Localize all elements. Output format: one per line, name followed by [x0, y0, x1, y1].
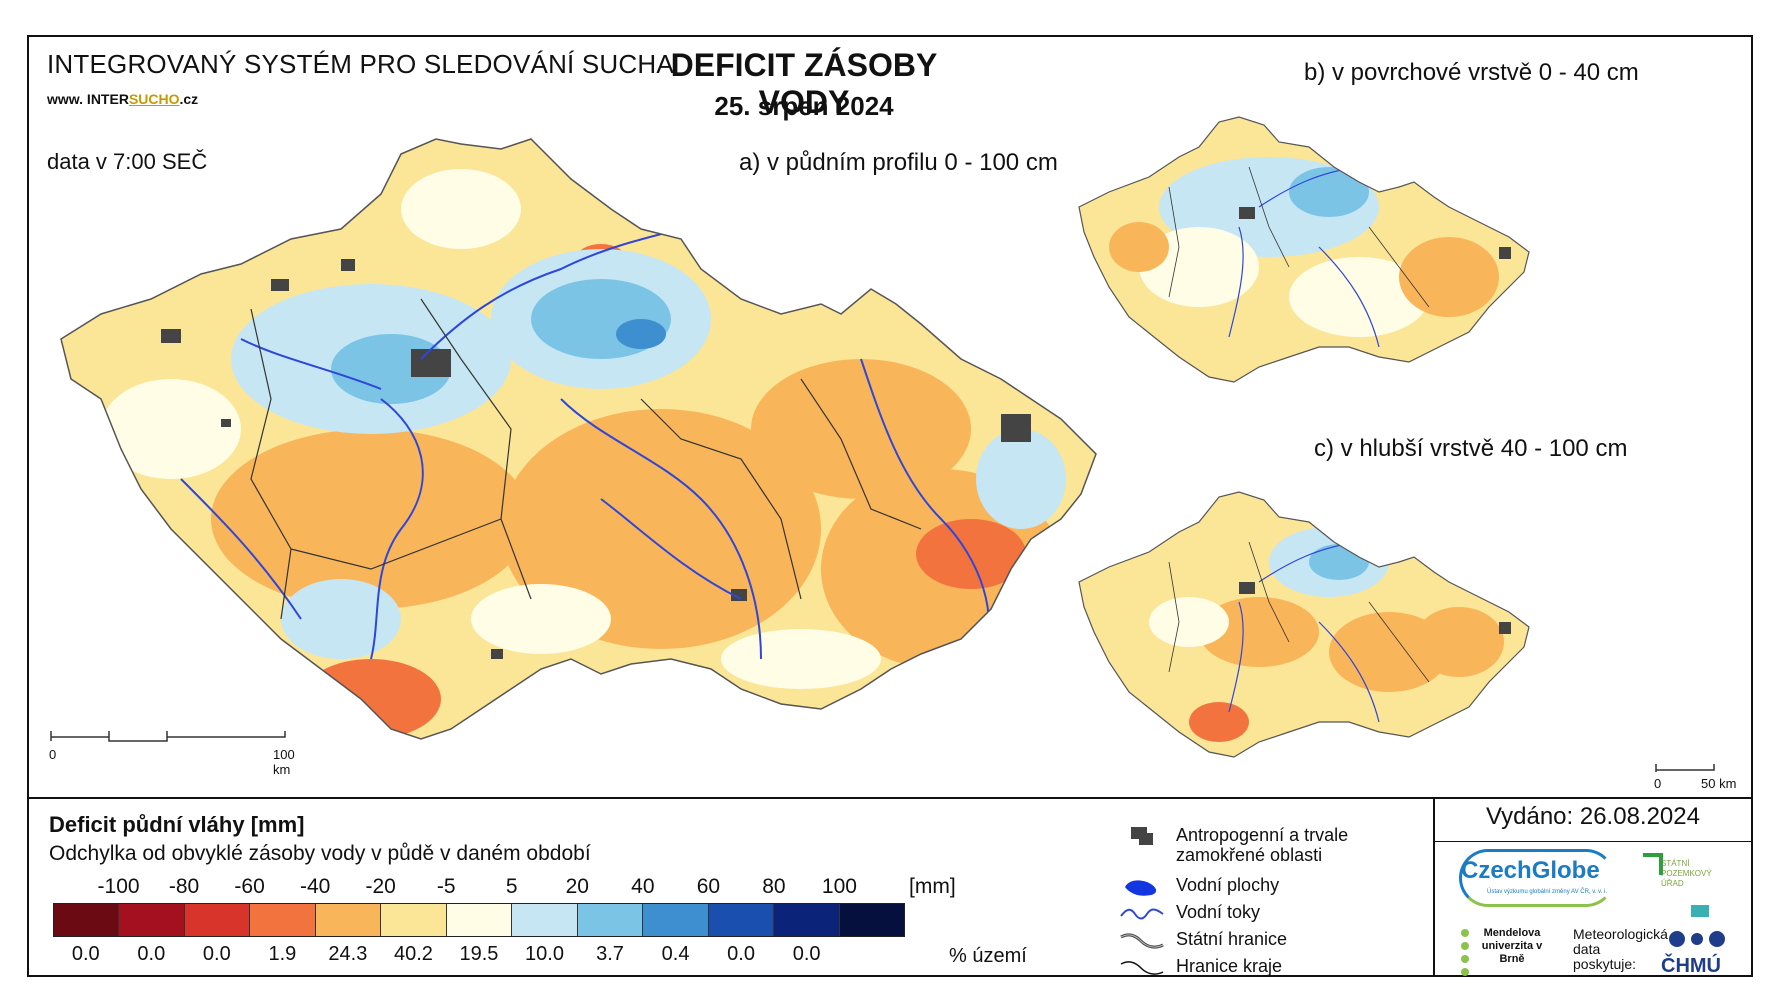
- czechglobe-subtitle: Ústav výzkumu globální změny AV ČR, v. v…: [1487, 889, 1608, 895]
- legend-color-bar: [53, 903, 905, 937]
- legend-percent-unit: % území: [949, 945, 1027, 967]
- legend-threshold-label: 60: [696, 875, 721, 898]
- legend-threshold-label: 5: [505, 875, 518, 898]
- symbol-row-urban: Antropogenní a trvale zamokřené oblasti: [1119, 825, 1419, 875]
- urban-area-icon: [1131, 827, 1153, 845]
- main-date: 25. srpen 2024: [714, 91, 894, 121]
- legend-percentages: 0.0 0.0 0.0 1.9 24.3 40.2 19.5 10.0 3.7 0.4 0.0 0.0: [53, 943, 905, 967]
- partner-logos: CzechGlobe Ústav výzkumu globální změny …: [1433, 845, 1753, 977]
- legend-color-cell: [774, 904, 840, 936]
- legend-thresholds: -100 -80 -60 -40 -20 -5 5 20 40 60 80 100: [49, 875, 969, 901]
- legend-threshold-label: -80: [168, 875, 200, 898]
- water-body-icon: [1125, 880, 1157, 896]
- legend-color-cell: [119, 904, 185, 936]
- scale-end-label: 100 km: [273, 747, 295, 777]
- legend-threshold-label: -5: [436, 875, 456, 898]
- system-title: INTEGROVANÝ SYSTÉM PRO SLEDOVÁNÍ SUCHA: [47, 49, 674, 79]
- spu-mark-icon-vertical: [1659, 853, 1663, 875]
- legend-threshold-label: 40: [631, 875, 655, 898]
- legend-title: Deficit půdní vláhy [mm]: [49, 812, 305, 837]
- scale-bar-small: 0 50 km: [1654, 762, 1754, 792]
- legend-color-cell: [250, 904, 316, 936]
- symbol-legend: Antropogenní a trvale zamokřené oblasti …: [1119, 825, 1419, 983]
- legend-color-cell: [184, 904, 251, 936]
- legend-color-cell: [839, 904, 905, 936]
- legend-threshold-label: -20: [365, 875, 396, 898]
- surface-layer-map: [1078, 116, 1530, 383]
- chmu-logo[interactable]: ČHMÚ: [1661, 927, 1741, 977]
- scale-start-label: 0: [49, 747, 57, 762]
- deep-layer-map: [1078, 491, 1530, 758]
- met-provider-label: Meteorologická data poskytuje:: [1573, 926, 1668, 972]
- legend-color-cell: [512, 904, 578, 936]
- legend-percent-value: 0.0: [137, 943, 166, 965]
- logo-divider: [1433, 841, 1753, 842]
- chmu-dot-icon: [1691, 933, 1703, 945]
- data-time-label: data v 7:00 SEČ: [47, 149, 208, 174]
- legend-unit: [mm]: [909, 875, 956, 898]
- legend-percent-value: 40.2: [393, 943, 433, 965]
- chmu-dot-icon: [1709, 931, 1725, 947]
- map-c-label: c) v hlubší vrstvě 40 - 100 cm: [1314, 435, 1628, 462]
- legend-threshold-label: -40: [299, 875, 331, 898]
- river-icon: [1120, 908, 1164, 920]
- spu-accent-icon: [1691, 905, 1709, 917]
- legend-subtitle: Odchylka od obvyklé zásoby vody v půdě v…: [49, 842, 591, 865]
- legend-percent-value: 3.7: [596, 943, 624, 965]
- legend-threshold-label: 80: [762, 875, 786, 898]
- legend-percent-value: 24.3: [328, 943, 368, 965]
- map-a-label: a) v půdním profilu 0 - 100 cm: [739, 149, 1058, 176]
- legend-percent-value: 10.0: [525, 943, 564, 965]
- state-border-icon: [1120, 933, 1164, 949]
- scale-bar-main: 0 100 km: [49, 727, 295, 777]
- symbol-row-water: Vodní plochy: [1119, 875, 1419, 902]
- chmu-dot-icon: [1669, 931, 1685, 947]
- legend-percent-value: 0.0: [727, 943, 755, 965]
- spu-logo[interactable]: STÁTNÍ POZEMKOVÝ ÚŘAD: [1643, 853, 1721, 917]
- legend-color-cell: [315, 904, 382, 936]
- legend-threshold-label: 100: [821, 875, 857, 898]
- legend-percent-value: 1.9: [268, 943, 297, 965]
- legend-percent-value: 0.0: [792, 943, 821, 965]
- legend-color-cell: [381, 904, 447, 936]
- legend-threshold-label: -100: [97, 875, 140, 898]
- mendelu-dots-icon: [1461, 929, 1477, 977]
- legend-color-cell: [643, 904, 709, 936]
- map-frame: INTEGROVANÝ SYSTÉM PRO SLEDOVÁNÍ SUCHA w…: [27, 35, 1753, 977]
- legend-color-cell: [446, 904, 513, 936]
- main-title: DEFICIT ZÁSOBY VODY: [670, 47, 938, 120]
- legend-color-cell: [577, 904, 644, 936]
- czechglobe-logo-ring: [1459, 849, 1615, 907]
- legend-threshold-label: -60: [234, 875, 265, 898]
- scale-small-end-label: 50 km: [1701, 776, 1737, 791]
- mendelu-logo[interactable]: Mendelova univerzita v Brně: [1481, 927, 1543, 965]
- map-b-label: b) v povrchové vrstvě 0 - 40 cm: [1304, 59, 1639, 86]
- scale-small-start-label: 0: [1654, 776, 1662, 791]
- website-url[interactable]: www. INTERSUCHO.cz: [47, 91, 199, 107]
- legend-percent-value: 0.4: [661, 943, 690, 965]
- czechglobe-logo[interactable]: CzechGlobe: [1461, 857, 1600, 884]
- issued-date: Vydáno: 26.08.2024: [1486, 803, 1700, 830]
- legend-percent-value: 0.0: [202, 943, 231, 965]
- symbol-row-state-border: Státní hranice: [1119, 929, 1419, 956]
- legend-color-cell: [708, 904, 775, 936]
- issued-divider: [1433, 797, 1435, 977]
- symbol-row-region-border: Hranice kraje: [1119, 956, 1419, 983]
- main-drought-map: [60, 138, 1097, 740]
- symbol-row-river: Vodní toky: [1119, 902, 1419, 929]
- spu-mark-icon: [1643, 853, 1663, 857]
- legend-percent-value: [839, 943, 905, 967]
- legend-percent-value: 0.0: [71, 943, 100, 965]
- legend-percent-value: 19.5: [459, 943, 499, 965]
- legend-color-cell: [54, 904, 120, 936]
- legend-threshold-label: 20: [565, 875, 589, 898]
- legend-divider: [29, 797, 1751, 799]
- region-border-icon: [1120, 961, 1164, 975]
